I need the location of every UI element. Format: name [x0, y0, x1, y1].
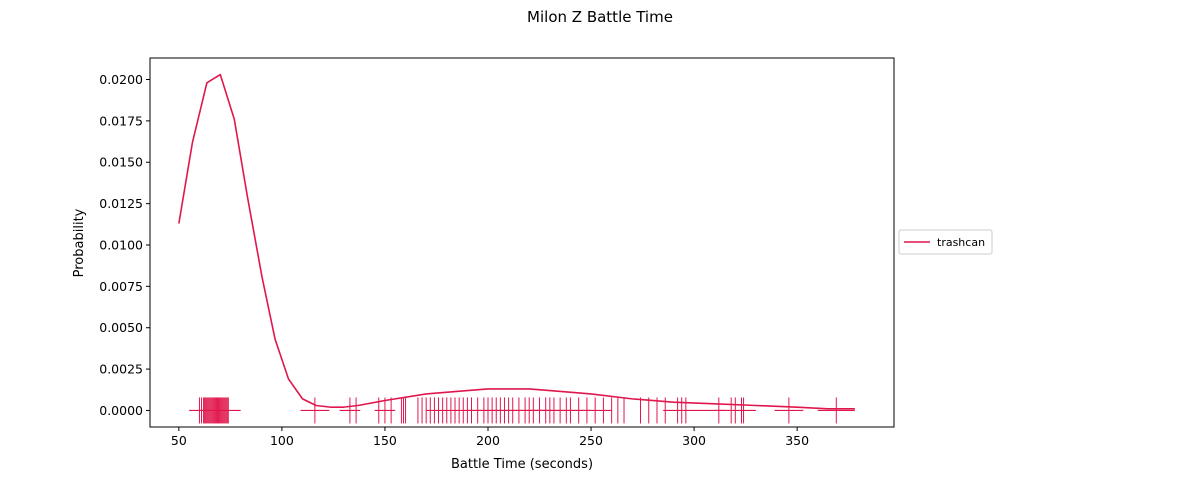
y-tick-label: 0.0125: [99, 196, 143, 211]
y-tick-label: 0.0200: [99, 72, 143, 87]
legend-box: [898, 229, 993, 255]
y-tick-label: 0.0025: [99, 362, 143, 377]
y-tick-label: 0.0150: [99, 155, 143, 170]
x-axis: 50 100 150 200 250 300 350: [171, 427, 809, 448]
x-tick-label: 200: [476, 433, 500, 448]
y-tick-label: 0.0100: [99, 237, 143, 252]
x-axis-label: Battle Time (seconds): [451, 457, 593, 472]
x-tick-label: 100: [270, 433, 294, 448]
legend: trashcan: [898, 229, 993, 255]
legend-label-trashcan: trashcan: [937, 236, 985, 249]
x-tick-label: 250: [579, 433, 603, 448]
y-tick-label: 0.0175: [99, 113, 143, 128]
x-tick-label: 150: [373, 433, 397, 448]
chart-title: Milon Z Battle Time: [527, 8, 673, 26]
axes-frame: [149, 57, 895, 428]
series-line-trashcan: [178, 73, 855, 410]
x-tick-label: 300: [682, 433, 706, 448]
plot-area: [178, 73, 855, 424]
x-tick-label: 350: [785, 433, 809, 448]
y-axis-label: Probability: [72, 208, 87, 277]
y-tick-label: 0.0050: [99, 320, 143, 335]
y-axis: 0.0000 0.0025 0.0050 0.0075 0.0100 0.0125 0.01…: [99, 72, 150, 418]
y-tick-label: 0.0075: [99, 279, 143, 294]
x-tick-label: 50: [171, 433, 187, 448]
y-tick-label: 0.0000: [99, 403, 143, 418]
